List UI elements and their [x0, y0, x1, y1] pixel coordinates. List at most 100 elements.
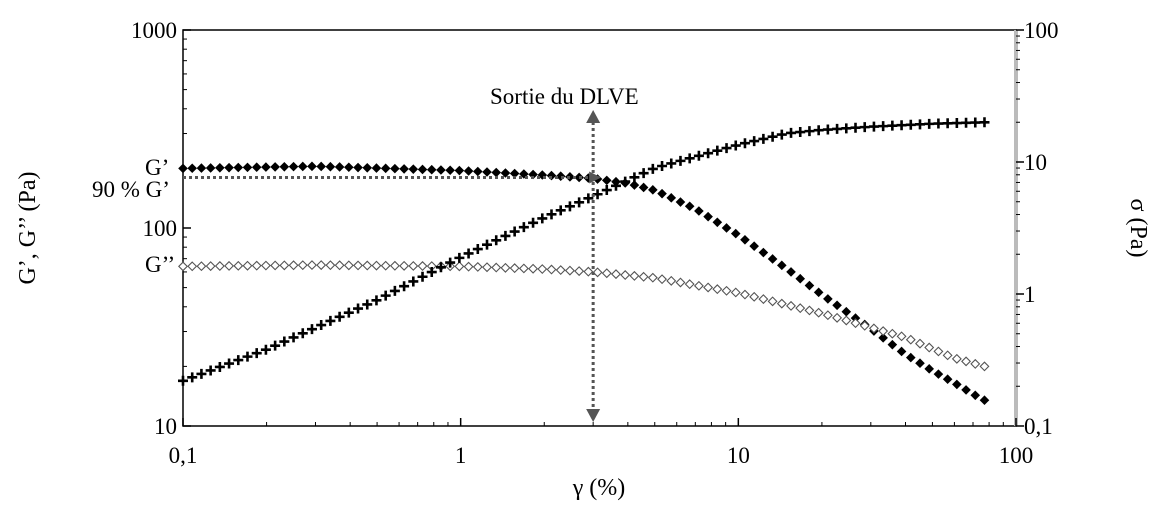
- g-double-prime-point: [905, 334, 916, 345]
- g-double-prime-point: [832, 312, 843, 323]
- g-double-prime-point: [601, 268, 612, 279]
- stress-point: [306, 324, 317, 335]
- stress-point: [776, 129, 787, 140]
- g-double-prime-point: [721, 285, 732, 296]
- g-double-prime-point: [463, 261, 474, 272]
- stress-point: [675, 155, 686, 166]
- g-double-prime-point: [242, 260, 253, 271]
- g-double-prime-point: [518, 263, 529, 274]
- x-axis-title: γ (%): [572, 475, 626, 501]
- g-prime-point: [979, 395, 990, 405]
- g-double-prime-point: [822, 310, 833, 321]
- g-double-prime-point: [214, 261, 225, 271]
- g-double-prime-point: [288, 260, 299, 271]
- g-double-prime-point: [878, 326, 889, 337]
- g-double-prime-point: [970, 358, 981, 369]
- g-double-prime-point: [703, 282, 714, 293]
- g-double-prime-point: [758, 294, 769, 305]
- stress-point: [924, 118, 935, 129]
- g-double-prime-point: [786, 300, 796, 311]
- y-right-tick-label: 10: [1024, 150, 1047, 175]
- g-double-prime-point: [482, 262, 492, 273]
- g-prime-point: [675, 197, 686, 207]
- g-double-prime-point: [454, 261, 465, 272]
- g-double-prime-point: [739, 289, 750, 300]
- g-prime-point: [804, 280, 815, 291]
- g-prime-point: [657, 188, 667, 199]
- g-double-prime-point: [583, 266, 594, 277]
- stress-point: [813, 125, 824, 136]
- stress-point: [574, 197, 585, 208]
- g-double-prime-point: [417, 261, 428, 272]
- g-double-prime-point: [924, 342, 935, 353]
- g-double-prime-point: [868, 323, 879, 334]
- g-prime-point: [629, 180, 640, 190]
- stress-point: [721, 143, 732, 154]
- g-double-prime-point: [896, 331, 907, 342]
- g-double-prime-point: [776, 298, 787, 309]
- stress-point: [224, 358, 235, 369]
- stress-point: [445, 257, 456, 268]
- g-prime-point: [942, 374, 953, 385]
- stress-point: [887, 120, 898, 131]
- g-prime-point: [694, 206, 704, 216]
- g-double-prime-point: [260, 260, 271, 271]
- g-prime-point: [546, 170, 557, 181]
- g-double-prime-point: [500, 262, 511, 273]
- g-double-prime-point: [224, 260, 235, 271]
- g-prime-point: [509, 168, 520, 179]
- g-double-prime-point: [749, 291, 760, 302]
- g-prime-point: [813, 287, 824, 298]
- g-double-prime-point: [629, 270, 640, 281]
- g-prime-point: [823, 294, 833, 304]
- g-double-prime-point: [887, 328, 898, 339]
- g-double-prime-point: [251, 260, 262, 271]
- g-prime-point: [601, 175, 612, 186]
- stress-point: [896, 120, 907, 131]
- stress-point: [528, 217, 539, 228]
- g-prime-point: [178, 163, 188, 174]
- g-prime-point: [924, 364, 935, 374]
- stress-point: [850, 122, 861, 133]
- series-layer: [178, 117, 990, 405]
- stress-point: [951, 118, 962, 129]
- stress-point: [905, 119, 916, 130]
- g-double-prime-point: [961, 356, 972, 367]
- g-prime-point: [952, 379, 962, 390]
- g-double-prime-point: [371, 260, 382, 271]
- g-double-prime-label: G’’: [145, 252, 175, 277]
- stress-point: [647, 163, 658, 174]
- stress-point: [822, 124, 833, 135]
- stress-point: [408, 276, 419, 287]
- g-double-prime-point: [574, 266, 585, 277]
- g-prime-point: [896, 346, 907, 357]
- stress-point: [297, 328, 308, 339]
- stress-point: [518, 222, 529, 233]
- g-prime-point: [878, 333, 888, 343]
- g-double-prime-point: [178, 261, 188, 272]
- g-prime-point: [261, 162, 271, 172]
- g-prime-point: [648, 185, 658, 195]
- y-right-tick-label: 100: [1024, 18, 1059, 43]
- stress-point: [841, 123, 852, 134]
- g-prime-point: [334, 162, 345, 172]
- g-double-prime-point: [684, 279, 695, 290]
- g-prime-point: [915, 358, 925, 369]
- g-double-prime-point: [915, 338, 925, 349]
- stress-point: [463, 248, 474, 259]
- stress-point: [979, 117, 990, 128]
- g-prime-point: [205, 163, 216, 173]
- g-double-prime-point: [611, 269, 621, 280]
- y-right-tick-label: 0,1: [1024, 414, 1053, 439]
- g-double-prime-point: [334, 260, 345, 271]
- stress-point: [187, 372, 198, 383]
- g-double-prime-point: [795, 303, 806, 314]
- g-prime-point: [288, 161, 299, 172]
- stress-point: [353, 303, 364, 314]
- g-prime-point: [730, 228, 741, 239]
- g-prime-label: G’: [145, 155, 169, 180]
- g-double-prime-point: [509, 263, 520, 274]
- g-double-prime-point: [270, 260, 281, 271]
- g-prime-point: [242, 162, 253, 173]
- stress-point: [371, 295, 382, 306]
